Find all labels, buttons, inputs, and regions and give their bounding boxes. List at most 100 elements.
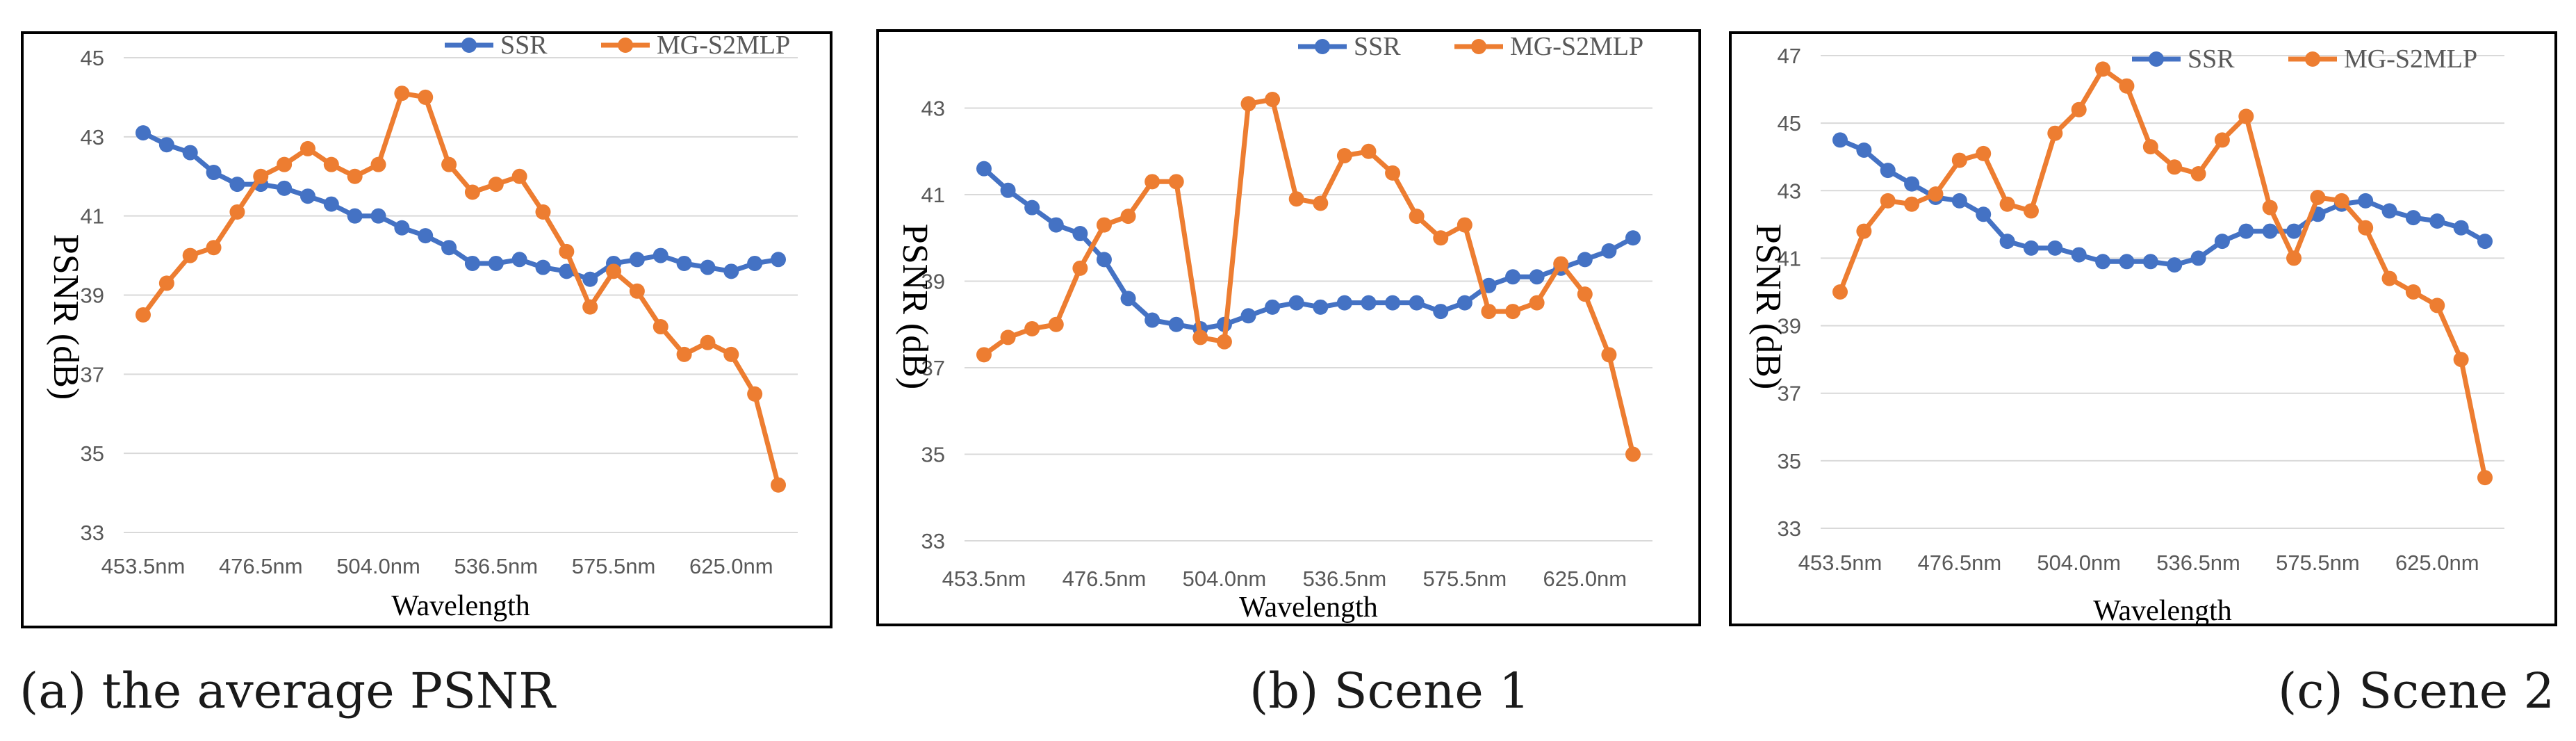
data-point-mg-s2mlp — [488, 177, 504, 193]
y-tick-label: 37 — [81, 362, 104, 386]
data-point-mg-s2mlp — [1904, 196, 1920, 212]
data-point-ssr — [1529, 269, 1545, 285]
data-point-mg-s2mlp — [253, 168, 269, 184]
chart-frame — [21, 31, 832, 628]
y-tick-label: 41 — [81, 204, 104, 229]
data-point-ssr — [370, 208, 386, 224]
data-point-mg-s2mlp — [1024, 320, 1040, 336]
data-point-ssr — [2190, 250, 2206, 266]
data-point-ssr — [653, 247, 668, 263]
data-point-mg-s2mlp — [2238, 108, 2254, 124]
y-tick-label: 35 — [921, 443, 945, 467]
data-point-ssr — [1409, 295, 1425, 311]
data-point-ssr — [511, 252, 527, 268]
data-point-ssr — [2142, 254, 2158, 270]
x-tick-label: 625.0nm — [2395, 551, 2479, 575]
data-point-mg-s2mlp — [158, 275, 174, 291]
data-point-mg-s2mlp — [1361, 143, 1377, 159]
data-point-ssr — [1625, 230, 1641, 246]
x-tick-label: 536.5nm — [1303, 567, 1387, 591]
legend-swatch-marker-ssr — [2149, 51, 2164, 67]
y-tick-label: 39 — [921, 270, 945, 294]
data-point-ssr — [158, 137, 174, 153]
x-axis-title: Wavelength — [1239, 592, 1378, 624]
data-point-mg-s2mlp — [1951, 152, 1967, 168]
y-tick-label: 41 — [921, 183, 945, 207]
y-tick-label: 39 — [81, 284, 104, 308]
data-point-ssr — [1000, 182, 1016, 198]
data-point-ssr — [1145, 312, 1160, 328]
data-point-ssr — [771, 252, 786, 268]
y-tick-label: 37 — [921, 356, 945, 380]
data-point-ssr — [1856, 142, 1872, 158]
data-point-ssr — [1976, 206, 1992, 222]
data-point-mg-s2mlp — [559, 243, 575, 259]
legend-label-mg-s2mlp: MG-S2MLP — [657, 31, 790, 60]
data-point-mg-s2mlp — [2119, 78, 2135, 94]
data-point-mg-s2mlp — [2477, 470, 2493, 486]
data-point-mg-s2mlp — [1999, 196, 2015, 212]
y-tick-label: 35 — [1778, 449, 1801, 473]
data-point-ssr — [300, 188, 315, 204]
data-point-mg-s2mlp — [2071, 101, 2087, 117]
y-tick-label: 33 — [921, 529, 945, 553]
data-point-mg-s2mlp — [2214, 132, 2230, 148]
data-point-ssr — [394, 220, 410, 236]
data-point-ssr — [2381, 203, 2397, 219]
chart-panel-scene-1: 33 35 37 39 41 43 453.5nm 476.5nm 504.0nm 536.5nm… — [876, 29, 1701, 626]
data-point-mg-s2mlp — [1096, 217, 1112, 233]
data-point-mg-s2mlp — [2405, 284, 2421, 300]
data-point-mg-s2mlp — [394, 86, 410, 101]
x-tick-label: 476.5nm — [1918, 551, 2002, 575]
data-point-mg-s2mlp — [1856, 223, 1872, 239]
data-point-ssr — [535, 259, 551, 275]
y-tick-label: 41 — [1778, 246, 1801, 270]
data-point-mg-s2mlp — [629, 283, 645, 299]
data-point-ssr — [418, 228, 434, 244]
data-point-mg-s2mlp — [2142, 139, 2158, 155]
data-point-mg-s2mlp — [441, 156, 457, 172]
y-tick-label: 43 — [921, 97, 945, 121]
data-point-ssr — [1024, 200, 1040, 215]
data-point-ssr — [1361, 295, 1377, 311]
data-point-ssr — [676, 255, 692, 271]
data-point-mg-s2mlp — [1880, 193, 1896, 209]
data-point-mg-s2mlp — [182, 247, 198, 263]
data-point-mg-s2mlp — [136, 307, 151, 323]
y-tick-label: 43 — [81, 125, 104, 149]
data-point-ssr — [1336, 295, 1352, 311]
data-point-mg-s2mlp — [277, 156, 293, 172]
data-point-mg-s2mlp — [1336, 147, 1352, 163]
data-point-mg-s2mlp — [653, 319, 668, 335]
legend-swatch-marker-mg-s2mlp — [1471, 39, 1486, 54]
y-tick-label: 35 — [81, 441, 104, 466]
y-tick-label: 33 — [1778, 516, 1801, 541]
data-point-mg-s2mlp — [1832, 284, 1848, 300]
data-point-ssr — [1265, 299, 1281, 315]
data-point-mg-s2mlp — [723, 346, 739, 362]
x-tick-label: 504.0nm — [336, 554, 420, 578]
data-point-ssr — [1240, 308, 1256, 324]
data-point-mg-s2mlp — [2429, 298, 2445, 314]
y-tick-label: 33 — [81, 521, 104, 545]
data-point-ssr — [582, 271, 598, 287]
data-point-mg-s2mlp — [418, 89, 434, 105]
caption-scene-1: (b) Scene 1 — [1249, 662, 1530, 719]
data-point-mg-s2mlp — [2453, 352, 2469, 368]
data-point-mg-s2mlp — [606, 263, 622, 279]
data-point-ssr — [2023, 240, 2039, 256]
x-tick-label: 536.5nm — [454, 554, 538, 578]
data-point-mg-s2mlp — [1409, 209, 1425, 225]
data-point-ssr — [1433, 304, 1449, 320]
data-point-ssr — [723, 263, 739, 279]
y-tick-label: 47 — [1778, 44, 1801, 68]
x-tick-label: 476.5nm — [1063, 567, 1147, 591]
data-point-mg-s2mlp — [1288, 191, 1304, 207]
data-point-mg-s2mlp — [976, 347, 992, 363]
legend-label-ssr: SSR — [1354, 32, 1401, 61]
data-point-ssr — [1096, 252, 1112, 268]
legend-swatch-marker-ssr — [1315, 39, 1330, 54]
data-point-ssr — [2358, 193, 2374, 209]
data-point-mg-s2mlp — [2095, 61, 2111, 77]
data-point-mg-s2mlp — [464, 184, 480, 200]
